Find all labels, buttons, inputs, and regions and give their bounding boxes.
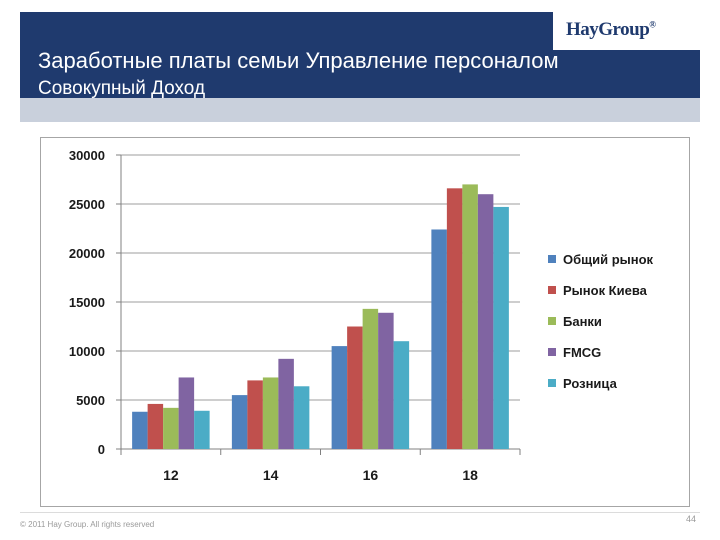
legend-label: Розница bbox=[563, 376, 618, 391]
y-tick-label: 15000 bbox=[69, 295, 105, 310]
y-tick-label: 30000 bbox=[69, 148, 105, 163]
bar bbox=[278, 358, 294, 449]
logo-box bbox=[553, 12, 700, 50]
copyright-footer: © 2011 Hay Group. All rights reserved bbox=[20, 520, 155, 529]
bar bbox=[262, 377, 279, 449]
bar bbox=[347, 326, 363, 449]
legend-label: Банки bbox=[563, 314, 602, 329]
bar bbox=[178, 377, 195, 449]
footer-rule bbox=[20, 512, 700, 513]
bar bbox=[431, 229, 447, 449]
bar bbox=[194, 410, 210, 449]
y-tick-label: 25000 bbox=[69, 197, 105, 212]
y-tick-label: 0 bbox=[98, 442, 105, 457]
legend-swatch bbox=[548, 348, 556, 356]
legend-label: Рынок Киева bbox=[563, 283, 648, 298]
logo: HayGroup® bbox=[566, 19, 656, 40]
bar bbox=[132, 411, 148, 449]
bar bbox=[247, 380, 263, 449]
bar bbox=[477, 194, 494, 449]
slide-title: Заработные платы семьи Управление персон… bbox=[38, 48, 559, 73]
y-tick-label: 10000 bbox=[69, 344, 105, 359]
page-number: 44 bbox=[686, 514, 697, 524]
bar bbox=[462, 184, 478, 449]
bar bbox=[446, 188, 463, 449]
bar bbox=[331, 346, 348, 449]
header-underband bbox=[20, 98, 700, 122]
bar bbox=[378, 312, 394, 449]
legend-swatch bbox=[548, 317, 556, 325]
x-tick-label: 14 bbox=[263, 467, 279, 483]
x-tick-label: 18 bbox=[462, 467, 478, 483]
legend-label: Общий рынок bbox=[563, 252, 654, 267]
bar bbox=[147, 403, 164, 449]
legend-swatch bbox=[548, 255, 556, 263]
legend-swatch bbox=[548, 379, 556, 387]
bar bbox=[362, 308, 379, 449]
y-tick-label: 20000 bbox=[69, 246, 105, 261]
legend-swatch bbox=[548, 286, 556, 294]
x-tick-label: 16 bbox=[363, 467, 379, 483]
x-tick-label: 12 bbox=[163, 467, 179, 483]
bar bbox=[493, 206, 509, 449]
bar bbox=[231, 395, 248, 449]
bar bbox=[163, 407, 179, 449]
bar bbox=[393, 341, 410, 449]
legend-label: FMCG bbox=[563, 345, 601, 360]
bar bbox=[293, 386, 310, 449]
y-tick-label: 5000 bbox=[76, 393, 105, 408]
slide-subtitle: Совокупный Доход bbox=[38, 78, 206, 99]
